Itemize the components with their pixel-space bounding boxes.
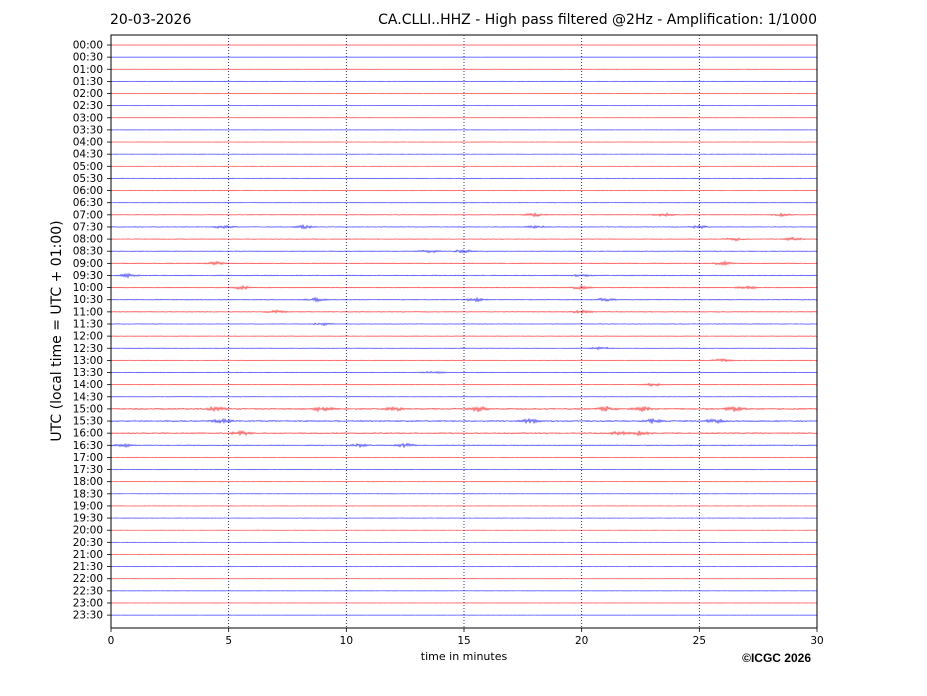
- y-tick-label: 03:00: [73, 112, 103, 124]
- grid-group: [228, 35, 700, 628]
- y-tick-label: 14:30: [73, 391, 103, 403]
- seismic-trace-1430: [110, 396, 818, 398]
- y-tick-label: 16:00: [73, 428, 103, 440]
- y-tick-label: 13:00: [73, 355, 103, 367]
- x-tick-label: 5: [225, 635, 232, 647]
- y-tick-label: 15:00: [73, 403, 103, 415]
- y-tick-label: 08:00: [73, 234, 103, 246]
- y-tick-label: 22:30: [73, 585, 103, 597]
- seismic-trace-0630: [110, 202, 818, 204]
- y-tick-label: 05:30: [73, 173, 103, 185]
- y-tick-label: 11:00: [73, 306, 103, 318]
- y-tick-group: 00:0000:3001:0001:3002:0002:3003:0003:30…: [73, 40, 111, 622]
- y-tick-label: 15:30: [73, 416, 103, 428]
- seismic-trace-0530: [110, 177, 818, 180]
- date-label: 20-03-2026: [110, 12, 192, 28]
- y-tick-label: 19:30: [73, 513, 103, 525]
- seismic-trace-1300: [110, 358, 818, 363]
- y-tick-label: 19:00: [73, 500, 103, 512]
- y-tick-label: 11:30: [73, 318, 103, 330]
- seismic-trace-1600: [110, 429, 818, 437]
- y-tick-label: 03:30: [73, 124, 103, 136]
- y-tick-label: 21:00: [73, 549, 103, 561]
- y-tick-label: 02:00: [73, 88, 103, 100]
- y-tick-label: 12:00: [73, 331, 103, 343]
- seismic-trace-1830: [110, 493, 818, 495]
- y-tick-label: 01:00: [73, 64, 103, 76]
- y-tick-label: 00:30: [73, 52, 103, 64]
- y-tick-label: 23:00: [73, 597, 103, 609]
- y-tick-label: 04:30: [73, 149, 103, 161]
- seismic-trace-1800: [110, 481, 818, 483]
- seismic-trace-0130: [110, 80, 818, 83]
- seismic-trace-0200: [110, 92, 818, 95]
- y-tick-label: 22:00: [73, 573, 103, 585]
- x-tick-label: 15: [457, 635, 470, 647]
- y-tick-label: 00:00: [73, 40, 103, 52]
- y-tick-label: 20:30: [73, 537, 103, 549]
- seismic-trace-0330: [110, 129, 818, 131]
- seismic-trace-1330: [110, 370, 818, 374]
- x-tick-label: 10: [340, 635, 353, 647]
- seismic-trace-0100: [110, 68, 818, 70]
- x-tick-label: 0: [108, 635, 115, 647]
- y-tick-label: 16:30: [73, 440, 103, 452]
- y-tick-label: 05:00: [73, 161, 103, 173]
- y-tick-label: 14:00: [73, 379, 103, 391]
- seismic-trace-1200: [110, 335, 818, 337]
- x-tick-group: 0 5 10 15 20 25 30: [108, 628, 824, 647]
- seismic-trace-1730: [110, 468, 818, 471]
- y-tick-label: 18:00: [73, 476, 103, 488]
- x-tick-label: 20: [575, 635, 588, 647]
- copyright-label: ©ICGC 2026: [742, 651, 811, 665]
- y-tick-label: 07:00: [73, 209, 103, 221]
- y-tick-label: 06:00: [73, 185, 103, 197]
- seismic-trace-0730: [110, 223, 818, 230]
- y-tick-label: 13:30: [73, 367, 103, 379]
- y-tick-label: 09:30: [73, 270, 103, 282]
- x-axis-label: time in minutes: [420, 650, 508, 663]
- seismic-trace-1630: [110, 442, 818, 449]
- seismic-trace-1530: [110, 417, 818, 425]
- y-tick-label: 06:30: [73, 197, 103, 209]
- seismic-trace-1400: [110, 382, 818, 387]
- x-tick-label: 30: [810, 635, 823, 647]
- chart-title: CA.CLLI..HHZ - High pass filtered @2Hz -…: [378, 12, 817, 28]
- y-tick-label: 04:00: [73, 137, 103, 149]
- y-tick-label: 08:30: [73, 246, 103, 258]
- seismic-trace-0600: [110, 189, 818, 192]
- seismic-trace-1230: [110, 346, 818, 351]
- seismic-trace-1500: [110, 405, 818, 413]
- y-tick-label: 09:00: [73, 258, 103, 270]
- x-tick-label: 25: [693, 635, 706, 647]
- y-tick-label: 18:30: [73, 488, 103, 500]
- y-tick-label: 17:30: [73, 464, 103, 476]
- y-tick-label: 01:30: [73, 76, 103, 88]
- y-tick-label: 10:00: [73, 282, 103, 294]
- y-tick-label: 17:00: [73, 452, 103, 464]
- y-tick-label: 07:30: [73, 221, 103, 233]
- y-tick-label: 12:30: [73, 343, 103, 355]
- y-tick-label: 10:30: [73, 294, 103, 306]
- y-tick-label: 02:30: [73, 100, 103, 112]
- y-tick-label: 20:00: [73, 525, 103, 537]
- y-tick-label: 23:30: [73, 610, 103, 622]
- y-tick-label: 21:30: [73, 561, 103, 573]
- seismic-trace-0700: [110, 211, 818, 218]
- trace-group: [110, 44, 818, 616]
- seismic-trace-1700: [110, 456, 818, 459]
